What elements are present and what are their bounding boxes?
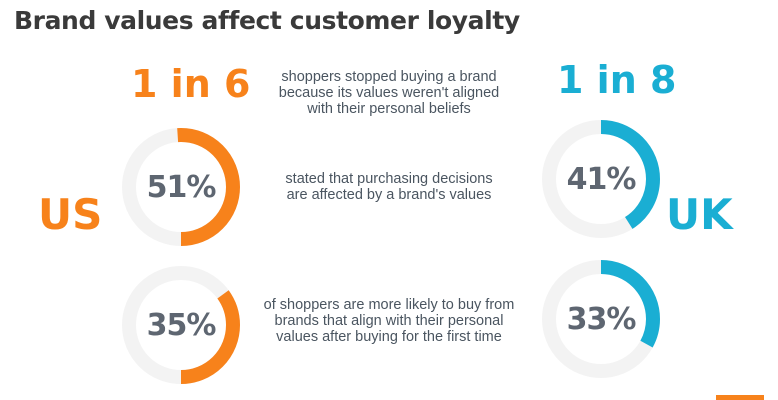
donut-percent-label: 41% [566,161,637,197]
likely-to-buy-caption: of shoppers are more likely to buy from … [234,297,544,345]
donut-value-arc [542,120,660,238]
caption-line: are affected by a brand's values [286,187,492,203]
country-label-uk: UK [666,190,733,239]
page-title: Brand values affect customer loyalty [14,6,520,35]
donut-ring [122,266,240,384]
uk-likely-to-buy-donut: 33% [538,256,664,382]
donut-value-arc [122,266,240,384]
donut-ring [122,128,240,246]
caption-line: values after buying for the first time [276,329,502,345]
donut-ring [542,120,660,238]
donut-percent-label: 51% [146,169,217,205]
us-stopped-buying-stat: 1 in 6 [131,62,251,106]
purchase-decisions-caption: stated that purchasing decisions are aff… [254,171,524,203]
donut-percent-label: 35% [146,307,217,343]
caption-line: because its values weren't aligned [278,85,500,101]
donut-value-arc [122,128,240,246]
uk-stopped-buying-stat: 1 in 8 [557,58,677,102]
corner-accent [716,395,764,400]
caption-line: with their personal beliefs [307,101,471,117]
caption-line: shoppers stopped buying a brand [281,69,497,85]
caption-line: brands that align with their personal [274,313,504,329]
caption-line: of shoppers are more likely to buy from [263,297,515,313]
uk-purchase-decisions-donut: 41% [538,116,664,242]
country-label-us: US [38,190,103,239]
donut-value-arc [542,260,660,378]
caption-line: stated that purchasing decisions [285,171,493,187]
stopped-buying-caption: shoppers stopped buying a brand because … [254,69,524,117]
donut-percent-label: 33% [566,301,637,337]
donut-ring [542,260,660,378]
us-purchase-decisions-donut: 51% [118,124,244,250]
us-likely-to-buy-donut: 35% [118,262,244,388]
